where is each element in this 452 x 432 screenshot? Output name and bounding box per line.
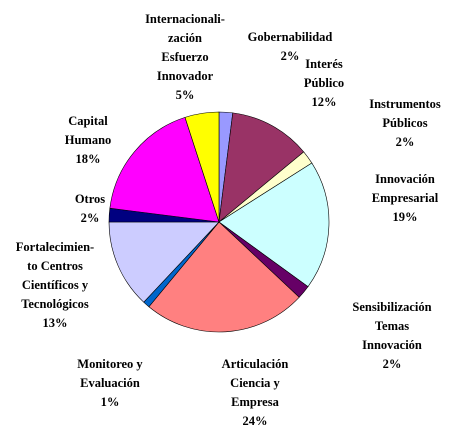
value-label: 2% [382,357,402,371]
value-label: 12% [311,95,337,109]
pie-slice [184,111,220,223]
slice-label: Sensibilización Temas Innovación 2% [352,298,431,374]
category-label: Internacionali- zación Esfuerzo Innovado… [145,12,225,83]
slice-label: Internacionali- zación Esfuerzo Innovado… [145,10,225,105]
value-label: 2% [280,49,300,63]
category-label: Monitoreo y Evaluación [77,357,143,390]
slice-label: Interés Público 12% [304,55,344,112]
slice-label: Innovación Empresarial 19% [372,170,438,227]
value-label: 18% [75,152,101,166]
category-label: Fortalecimien- to Centros Científicos y … [15,240,95,311]
slice-label: Articulación Ciencia y Empresa 24% [222,355,289,431]
value-label: 13% [42,316,68,330]
pie-slice [108,221,220,303]
slice-label: Capital Humano 18% [65,112,112,169]
category-label: Articulación Ciencia y Empresa [221,357,289,409]
slice-label: Otros 2% [75,190,105,228]
value-label: 1% [100,395,120,409]
slice-label: Fortalecimien- to Centros Científicos y … [16,238,94,333]
category-label: Otros [74,192,106,206]
pie-slice [218,112,305,223]
slice-label: Monitoreo y Evaluación 1% [77,355,142,412]
value-label: 24% [242,414,268,428]
pie-slice [218,162,330,288]
category-label: Sensibilización Temas Innovación [352,300,432,352]
pie-slice [148,221,300,333]
slice-label: Gobernabilidad 2% [248,28,333,66]
slice-label: Instrumentos Públicos 2% [369,95,441,152]
category-label: Gobernabilidad [247,30,333,44]
pie-slice [109,117,220,223]
value-label: 19% [392,210,418,224]
category-label: Interés Público [303,57,345,90]
category-label: Innovación Empresarial [371,172,439,205]
value-label: 5% [175,88,195,102]
value-label: 2% [395,135,415,149]
category-label: Capital Humano [64,114,112,147]
value-label: 2% [80,211,100,225]
category-label: Instrumentos Públicos [369,97,441,130]
